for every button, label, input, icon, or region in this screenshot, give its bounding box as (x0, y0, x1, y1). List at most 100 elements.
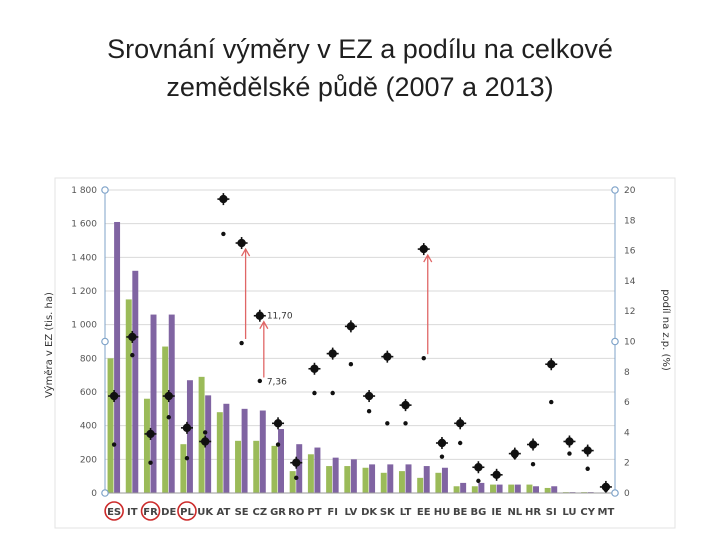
marker-small (330, 390, 335, 396)
bar (441, 467, 448, 493)
bar (405, 464, 412, 493)
bar (271, 445, 278, 493)
y-right-tick-label: 12 (624, 307, 635, 317)
y-right-tick-label: 0 (624, 489, 630, 499)
x-tick-label: PL (180, 507, 194, 518)
marker-small (111, 442, 117, 447)
y-right-tick-label: 20 (624, 186, 636, 196)
marker-small (239, 340, 244, 346)
marker-small (184, 455, 190, 461)
x-tick-label: IE (491, 507, 502, 518)
bar (544, 487, 551, 493)
x-tick-label: IT (127, 507, 138, 518)
marker-small (439, 454, 445, 459)
axis-handle (611, 186, 619, 194)
marker-small (312, 390, 317, 396)
marker-small (148, 460, 153, 465)
marker-small (567, 451, 572, 456)
bar (423, 466, 430, 493)
category-highlight-circle (140, 501, 161, 521)
bar (143, 398, 150, 493)
bar (125, 299, 132, 493)
bar (332, 457, 339, 493)
bar (241, 408, 248, 493)
x-tick-label: HU (434, 507, 451, 518)
marker-small (221, 231, 226, 237)
bar (114, 221, 121, 493)
y-right-tick-label: 2 (624, 459, 630, 469)
bar (460, 482, 467, 493)
bar (235, 440, 242, 493)
bar (344, 466, 351, 493)
arrows (241, 247, 433, 378)
bar (132, 270, 139, 493)
y-right-tick-label: 10 (624, 338, 636, 348)
bar (296, 444, 303, 493)
x-tick-label: LT (400, 507, 412, 518)
y-left-tick-label: 0 (91, 489, 97, 499)
y-left-tick-label: 400 (80, 422, 97, 432)
marker-small (403, 421, 408, 426)
bar (533, 486, 539, 493)
x-tick-label: LU (562, 507, 576, 518)
x-tick-label: LV (345, 507, 358, 518)
x-tick-label: HR (525, 507, 541, 518)
marker-small (421, 355, 426, 361)
bar (168, 314, 175, 493)
x-tick-label: NL (507, 507, 522, 518)
x-tick-label: SK (380, 507, 396, 518)
x-tick-label: UK (197, 507, 214, 518)
bar (253, 440, 260, 493)
marker-small (530, 462, 536, 467)
bar (398, 471, 405, 493)
bar (435, 472, 442, 493)
x-tick-label: MT (598, 507, 615, 518)
y-right-tick-label: 8 (624, 368, 630, 378)
y-right-tick-label: 14 (624, 277, 636, 287)
bar (259, 410, 266, 493)
bar (478, 482, 485, 493)
bar (508, 484, 515, 493)
data-annotation: 7,36 (267, 377, 287, 387)
axis-handle (101, 489, 109, 497)
bar (180, 444, 187, 493)
y-right-tick-label: 4 (624, 428, 630, 438)
title-line-1: Srovnání výměry v EZ a podílu na celkové (107, 34, 613, 64)
bar (387, 464, 394, 493)
arrow-head (241, 247, 251, 257)
bar (289, 471, 296, 493)
y-left-tick-label: 200 (80, 455, 97, 465)
bar (223, 403, 230, 493)
bar (490, 484, 497, 493)
bar (380, 472, 387, 493)
y-right-tick-label: 6 (624, 398, 630, 408)
marker-small (348, 362, 354, 367)
markers (108, 193, 612, 493)
x-tick-label: GR (270, 507, 286, 518)
y-left-tick-label: 600 (80, 388, 97, 398)
marker-small (294, 475, 299, 481)
bar (216, 412, 223, 493)
bar (526, 484, 533, 493)
x-tick-label: FI (327, 507, 338, 518)
x-tick-label: ES (107, 507, 121, 518)
marker-small (366, 408, 372, 414)
x-tick-label: FR (143, 507, 158, 518)
data-annotation: 11,70 (267, 312, 293, 322)
bar (314, 447, 321, 493)
x-tick-label: AT (216, 507, 230, 518)
x-tick-label: EE (417, 507, 431, 518)
marker-small (585, 466, 590, 471)
bar (350, 459, 357, 493)
title-line-2: zemědělské půdě (2007 a 2013) (166, 72, 554, 102)
x-tick-label: PT (307, 507, 321, 518)
y-right-tick-label: 18 (624, 216, 636, 226)
bar (362, 467, 369, 493)
bar (417, 477, 424, 493)
y-left-tick-label: 1 800 (71, 186, 97, 196)
x-tick-label: CY (580, 507, 595, 518)
marker-small (549, 399, 554, 405)
category-highlight-circle (177, 501, 197, 521)
y-left-tick-label: 1 600 (71, 220, 97, 230)
marker-small (275, 442, 281, 447)
